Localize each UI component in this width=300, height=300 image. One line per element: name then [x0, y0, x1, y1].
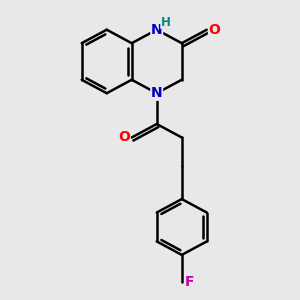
Text: O: O	[208, 23, 220, 37]
Text: N: N	[151, 23, 163, 37]
Text: O: O	[118, 130, 130, 145]
Text: H: H	[160, 16, 170, 28]
Text: N: N	[151, 86, 163, 100]
Text: F: F	[185, 275, 194, 289]
